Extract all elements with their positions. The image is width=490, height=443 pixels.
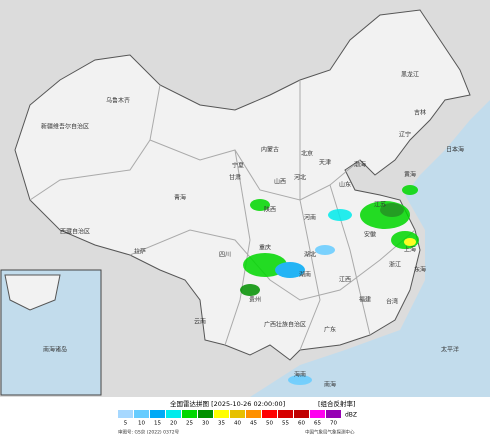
legend-tick-label: 55 [282,421,289,427]
approval-number: 审图号: GS京 (2022) 0372号 [118,429,180,436]
legend-tick-label: 10 [138,421,145,427]
place-label: 河南 [304,214,316,222]
legend-swatch [182,410,197,418]
province-border [29,84,161,201]
place-label: 辽宁 [399,131,411,139]
place-label: 江苏 [374,201,386,209]
place-label: 黄海 [404,171,416,179]
legend-swatch [310,410,325,418]
legend-swatch [198,410,213,418]
legend-product: [组合反射率] [318,399,356,408]
legend-tick-label: 70 [330,421,337,427]
place-label: 日本海 [446,146,464,154]
place-label: 西藏自治区 [60,228,90,236]
legend-swatch [214,410,229,418]
legend-tick-label: 65 [314,421,321,427]
province-border [299,80,321,351]
place-label: 东海 [414,266,426,274]
radar-echoes [240,185,419,385]
map-labels: 新疆维吾尔自治区乌鲁木齐西藏自治区拉萨青海甘肃内蒙古黑龙江吉林辽宁北京天津河北山… [41,71,464,389]
inset-land [4,274,61,311]
legend-tick-label: 20 [170,421,177,427]
place-label: 内蒙古 [261,146,279,154]
place-label: 渤海 [354,161,366,169]
place-label: 宁夏 [232,162,244,170]
place-label: 台湾 [386,298,398,306]
place-label: 黑龙江 [401,71,419,79]
legend-swatch [166,410,181,418]
place-label: 四川 [219,252,231,259]
legend-swatch [230,410,245,418]
legend-swatch [294,410,309,418]
legend-swatch [262,410,277,418]
place-label: 湖南 [299,271,311,279]
place-label: 浙江 [389,261,401,269]
place-label: 福建 [359,296,371,304]
place-label: 贵州 [249,296,261,304]
legend-tick-label: 50 [266,421,273,427]
legend-swatch [134,410,149,418]
place-label: 北京 [301,150,313,158]
legend-unit: dBZ [345,412,357,419]
legend-swatch [118,410,133,418]
legend-swatch [326,410,341,418]
legend-swatch [150,410,165,418]
place-label: 南海诸岛 [43,346,67,354]
province-border [329,184,371,336]
legend-tick-label: 60 [298,421,305,427]
place-label: 河北 [294,174,306,182]
province-border [129,229,416,301]
place-label: 天津 [319,160,331,167]
place-label: 上海 [404,246,416,254]
place-label: 山东 [339,181,351,189]
legend-tick-label: 15 [154,421,161,427]
place-label: 陕西 [264,206,276,214]
legend-title: 全国雷达拼图 [2025-10-26 02:00:00] [170,399,285,408]
place-label: 广西壮族自治区 [264,321,306,329]
place-label: 新疆维吾尔自治区 [41,123,89,131]
place-label: 湖北 [304,251,316,259]
place-label: 拉萨 [134,248,146,256]
place-label: 云南 [194,318,206,326]
color-scale: 5 10 15 20 25 30 35 40 45 50 55 60 65 70 [118,410,341,427]
place-label: 江西 [339,277,351,284]
legend-swatch [246,410,261,418]
legend-tick-label: 30 [202,421,209,427]
legend-tick-label: 45 [250,421,257,427]
place-label: 安徽 [364,231,376,239]
legend-tick-label: 5 [124,421,128,427]
place-label: 太平洋 [441,346,459,354]
place-label: 南海 [324,381,336,389]
province-border [224,149,251,346]
place-label: 甘肃 [229,174,241,182]
place-label: 海南 [294,371,306,379]
legend-tick-label: 40 [234,421,241,427]
place-label: 山西 [274,178,286,186]
place-label: 重庆 [259,244,271,252]
legend-swatch [278,410,293,418]
place-label: 吉林 [414,109,426,117]
source: 中国气象局气象探测中心 [305,429,355,436]
sea [250,0,490,397]
legend-tick-label: 35 [218,421,225,427]
place-label: 乌鲁木齐 [106,97,130,105]
place-label: 广东 [324,326,336,334]
legend-tick-label: 25 [186,421,193,427]
china-outline [14,9,471,361]
place-label: 青海 [174,194,186,202]
